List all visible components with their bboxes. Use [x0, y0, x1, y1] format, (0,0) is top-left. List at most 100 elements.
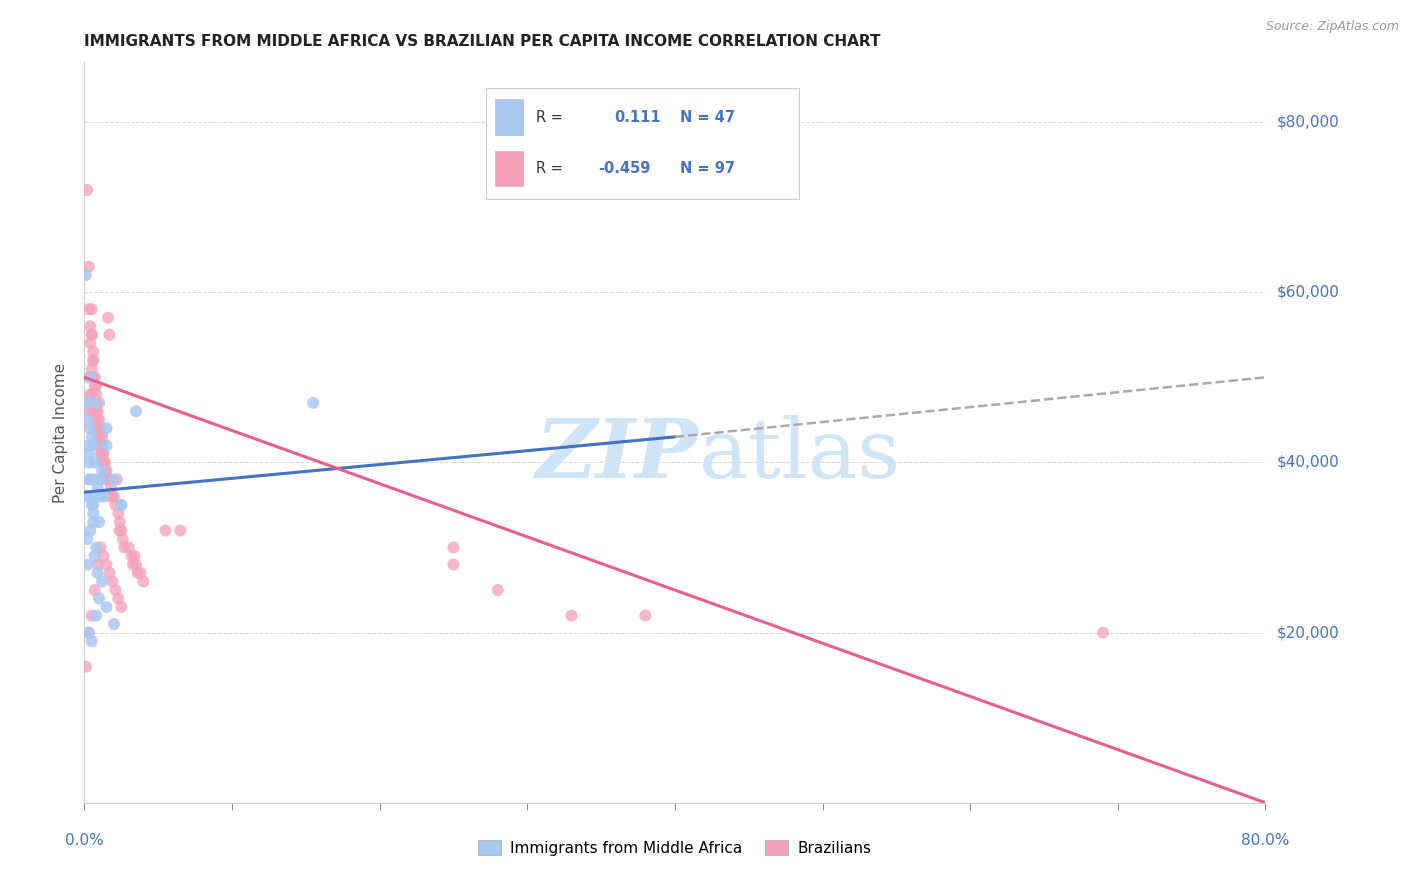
Point [80, 387, 103, 401]
Point [90, 438, 112, 452]
Point [80, 327, 103, 342]
Point [82, 515, 104, 529]
Point [104, 498, 127, 512]
Point [76, 558, 98, 572]
Point [84, 396, 107, 410]
Point [86, 430, 108, 444]
Point [103, 617, 125, 632]
Point [87, 421, 111, 435]
Point [91, 574, 114, 589]
Point [83, 379, 105, 393]
Point [96, 421, 118, 435]
Text: 0.0%: 0.0% [65, 833, 104, 848]
Text: $40,000: $40,000 [1277, 455, 1340, 470]
Point [79, 336, 101, 351]
Point [82, 498, 104, 512]
Point [96, 464, 118, 478]
Point [77, 438, 100, 452]
Point [125, 558, 148, 572]
Point [93, 447, 115, 461]
Point [86, 404, 108, 418]
Point [84, 379, 107, 393]
Point [76, 396, 98, 410]
Point [86, 481, 108, 495]
Point [83, 404, 105, 418]
Point [80, 430, 103, 444]
Point [91, 430, 114, 444]
Point [79, 387, 101, 401]
Point [124, 549, 146, 563]
Point [80, 327, 103, 342]
Text: $80,000: $80,000 [1277, 114, 1340, 129]
Point [80, 608, 103, 623]
Point [96, 472, 118, 486]
Point [86, 413, 108, 427]
Point [97, 310, 120, 325]
Point [129, 566, 152, 580]
Point [83, 370, 105, 384]
Point [104, 582, 127, 597]
Point [125, 404, 148, 418]
Point [90, 421, 112, 435]
Point [107, 507, 129, 521]
Point [90, 438, 112, 452]
Point [83, 455, 105, 469]
Text: $60,000: $60,000 [1277, 285, 1340, 300]
Point [77, 404, 100, 418]
Point [77, 625, 100, 640]
Point [101, 574, 124, 589]
Point [83, 472, 105, 486]
Point [79, 472, 101, 486]
Point [82, 404, 104, 418]
Point [84, 396, 107, 410]
Point [84, 421, 107, 435]
Point [90, 490, 112, 504]
Point [110, 498, 132, 512]
Point [110, 524, 132, 538]
Point [91, 455, 114, 469]
Point [94, 464, 117, 478]
Point [96, 472, 118, 486]
Point [87, 515, 111, 529]
Point [77, 260, 100, 274]
Point [87, 438, 111, 452]
Point [110, 600, 132, 615]
Point [90, 541, 112, 555]
Point [112, 541, 135, 555]
Point [100, 481, 122, 495]
Point [87, 396, 111, 410]
Point [86, 566, 108, 580]
Point [83, 413, 105, 427]
Point [91, 464, 114, 478]
Point [86, 421, 108, 435]
Point [77, 625, 100, 640]
Point [103, 490, 125, 504]
Point [82, 353, 104, 368]
Point [76, 413, 98, 427]
Y-axis label: Per Capita Income: Per Capita Income [53, 362, 69, 503]
Point [634, 608, 657, 623]
Point [87, 413, 111, 427]
Point [107, 591, 129, 606]
Point [75, 268, 97, 283]
Point [486, 582, 509, 597]
Point [132, 574, 155, 589]
Point [80, 498, 103, 512]
Point [96, 558, 118, 572]
Point [80, 361, 103, 376]
Point [302, 396, 325, 410]
Point [82, 370, 104, 384]
Point [84, 387, 107, 401]
Point [79, 524, 101, 538]
Point [77, 302, 100, 317]
Point [111, 532, 134, 546]
Point [77, 370, 100, 384]
Point [79, 370, 101, 384]
Point [91, 447, 114, 461]
Legend: Immigrants from Middle Africa, Brazilians: Immigrants from Middle Africa, Brazilian… [472, 834, 877, 862]
Point [90, 472, 112, 486]
Point [96, 438, 118, 452]
Point [98, 327, 121, 342]
Point [443, 558, 465, 572]
Point [77, 447, 100, 461]
